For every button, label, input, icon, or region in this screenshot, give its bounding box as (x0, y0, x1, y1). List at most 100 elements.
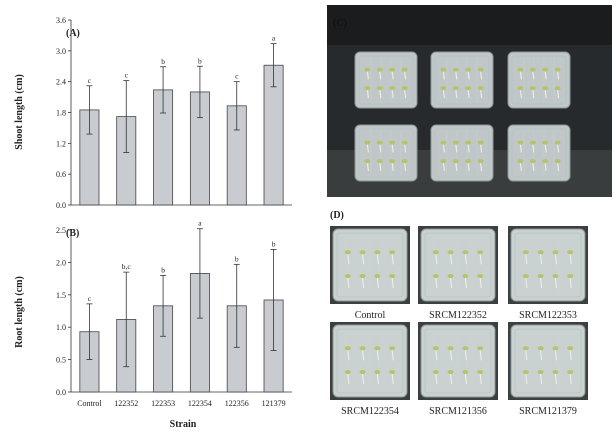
seedling-leaf (477, 369, 484, 374)
root-length-chart: (B) Root length (cm) 0.00.51.01.52.02.5 … (14, 219, 292, 430)
seedling-root (479, 350, 482, 361)
photo-caption: SRCM122354 (341, 406, 399, 417)
seedling-leaf (440, 140, 447, 145)
seedling-root (480, 71, 483, 80)
seedling-leaf (552, 250, 559, 255)
shoot-length-chart: (A) Shoot length (cm) 0.0 0.6 1.2 1.8 2.4 3.0… (14, 16, 292, 210)
y-tick-label: 1.2 (56, 139, 66, 148)
panel-d-label: (D) (330, 210, 344, 221)
petri-dish (510, 324, 586, 398)
seedling-leaf (376, 159, 383, 164)
seedling-leaf (517, 67, 524, 72)
petri-dish-rim (514, 232, 582, 298)
seedling-leaf (542, 86, 549, 91)
seedling-leaf (567, 273, 574, 278)
seedling-root (435, 350, 438, 361)
seedling-root (347, 373, 350, 385)
seedling-leaf (447, 369, 454, 374)
seedling-root (366, 163, 369, 171)
petri-dish (332, 228, 408, 302)
seedling-root (532, 71, 535, 80)
seedling-leaf (477, 273, 484, 278)
seedling-root (544, 144, 547, 153)
dish-d-4 (332, 324, 408, 398)
seedling-root (467, 144, 470, 153)
seedling-leaf (344, 346, 351, 351)
seedling-leaf (374, 250, 381, 255)
dish-c-2 (430, 51, 494, 109)
seedling-root (362, 254, 365, 265)
seedling-root (480, 144, 483, 153)
photo-caption: SRCM121356 (429, 406, 487, 417)
seedling-root (479, 254, 482, 265)
significance-letter: a (198, 219, 202, 228)
seedling-leaf (376, 67, 383, 72)
seedling-root (442, 90, 445, 98)
seedling-root (379, 144, 382, 153)
seedling-root (366, 71, 369, 80)
photo-caption: Control (355, 310, 386, 321)
seedling-leaf (477, 346, 484, 351)
seedling-leaf (344, 273, 351, 278)
seedling-leaf (542, 67, 549, 72)
significance-letter: b,c (122, 262, 132, 271)
seedling-leaf (389, 369, 396, 374)
y-tick-label: 0.6 (56, 170, 66, 179)
panel-c-label: (C) (333, 18, 347, 29)
seedling-leaf (477, 67, 484, 72)
seedling-leaf (401, 67, 408, 72)
seedling-root (532, 144, 535, 153)
petri-dish-rim (358, 55, 414, 105)
x-tick-label: 121379 (262, 399, 286, 408)
petri-dish (354, 51, 418, 109)
seedling-root (450, 277, 453, 289)
seedling-root (479, 373, 482, 385)
seedling-root (569, 254, 572, 265)
seedling-root (442, 144, 445, 153)
seedling-root (455, 144, 458, 153)
seedling-leaf (529, 67, 536, 72)
seedling-leaf (517, 86, 524, 91)
seedling-leaf (462, 369, 469, 374)
y-tick-label: 0.0 (56, 201, 66, 210)
seedling-root (569, 350, 572, 361)
petri-dish-rim (434, 55, 490, 105)
seedling-leaf (477, 159, 484, 164)
seedling-leaf (517, 140, 524, 145)
seedling-root (455, 163, 458, 171)
seedling-leaf (440, 67, 447, 72)
seedling-leaf (542, 159, 549, 164)
seedling-leaf (447, 346, 454, 351)
seedling-leaf (389, 159, 396, 164)
seedling-leaf (537, 273, 544, 278)
seedling-root (467, 163, 470, 171)
seedling-root (376, 254, 379, 265)
dish-c-3 (507, 51, 571, 109)
seedling-root (519, 71, 522, 80)
y-tick-label: 3.6 (56, 16, 66, 25)
seedling-root (525, 254, 528, 265)
petri-dish-rim (424, 328, 492, 394)
photo-c-top-shadow (327, 5, 612, 45)
petri-dish-rim (424, 232, 492, 298)
seedling-root (347, 350, 350, 361)
dish-d-2 (420, 228, 496, 302)
seedling-root (544, 163, 547, 171)
significance-letter: b (235, 254, 239, 263)
seedling-leaf (389, 86, 396, 91)
significance-letter: c (235, 72, 239, 81)
seedling-leaf (432, 346, 439, 351)
seedling-leaf (344, 369, 351, 374)
seedling-leaf (389, 140, 396, 145)
photo-caption: SRCM122352 (429, 310, 487, 321)
seedling-leaf (537, 369, 544, 374)
significance-letter: a (272, 34, 276, 43)
seedling-leaf (359, 273, 366, 278)
dish-d-6 (510, 324, 586, 398)
petri-dish (430, 124, 494, 182)
seedling-leaf (389, 67, 396, 72)
seedling-leaf (374, 273, 381, 278)
seedling-root (532, 90, 535, 98)
seedling-leaf (359, 250, 366, 255)
petri-dish (420, 324, 496, 398)
